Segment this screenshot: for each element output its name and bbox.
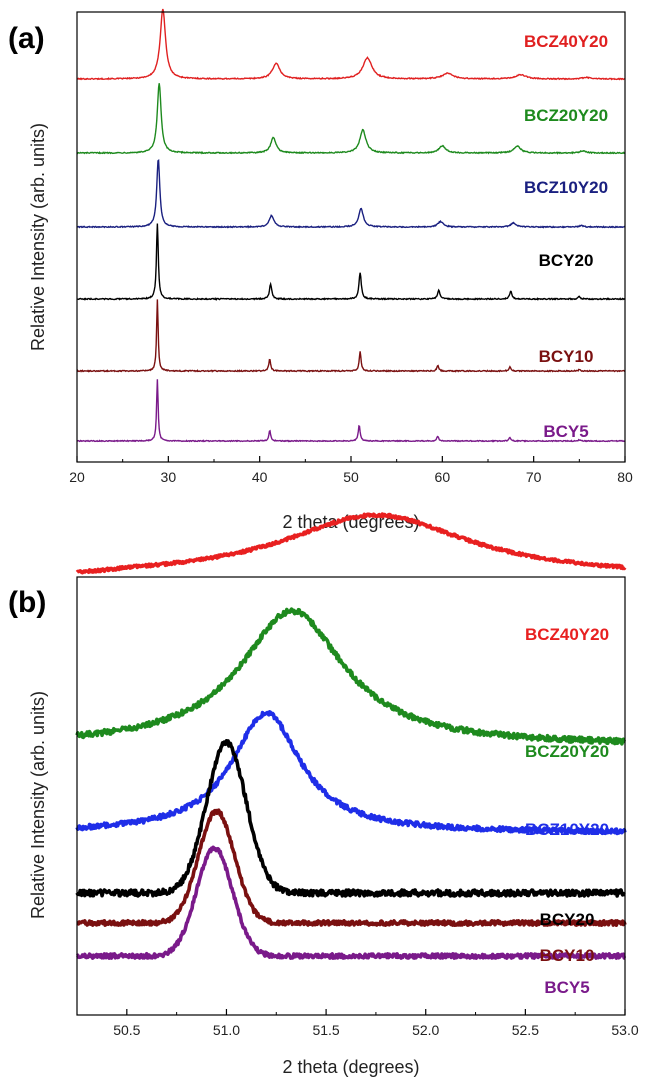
panel-a-xtick-label: 70 [526,469,542,485]
panel-b-series-bcz20y20 [75,607,627,746]
panel-b-xtick-label: 52.5 [512,1022,539,1038]
panel-a-label-bcy10: BCY10 [539,347,594,366]
panel-b-label-bcz10y20: BCZ10Y20 [525,820,609,839]
panel-b-xtick-label: 52.0 [412,1022,439,1038]
panel-b-label-bcz40y20: BCZ40Y20 [525,625,609,644]
panel-b-x-ticks: 50.5 51.0 51.5 52.0 52.5 53.0 [76,1009,639,1038]
panel-b-x-axis-title: 2 theta (degrees) [282,1057,419,1077]
panel-b-xtick-label: 50.5 [113,1022,140,1038]
panel-a-label-bcz10y20: BCZ10Y20 [524,178,608,197]
panel-a-xtick-label: 60 [435,469,451,485]
panel-b-label-bcy5: BCY5 [544,978,589,997]
panel-a-series-bcy10 [76,299,626,373]
panel-b-series-bcy5 [75,845,627,960]
panel-a-series-bcz40y20 [76,8,626,81]
panel-b-series-bcz40y20 [75,512,627,575]
panel-a-series-bcy20 [76,223,626,301]
panel-b-series-group [75,512,627,960]
panel-a-xtick-label: 20 [69,469,85,485]
panel-a-label-bcy20: BCY20 [539,251,594,270]
panel-a-xtick-label: 50 [343,469,359,485]
panel-b-letter: (b) [8,586,46,619]
panel-a-x-ticks: 20 30 40 50 60 70 80 [69,456,633,485]
panel-b-label-bcz20y20: BCZ20Y20 [525,742,609,761]
panel-a-letter: (a) [8,22,45,55]
panel-b-xtick-label: 51.0 [213,1022,240,1038]
panel-a-frame [76,11,626,463]
panel-b-label-bcy10: BCY10 [540,946,595,965]
panel-a-xtick-label: 80 [617,469,633,485]
panel-b-y-axis-title: Relative Intensity (arb. units) [28,691,48,919]
panel-b-series-labels: BCZ40Y20 BCZ20Y20 BCZ10Y20 BCY20 BCY10 BCY5 [525,625,609,997]
panel-b-series-bcy20 [75,739,627,898]
panel-b-frame [76,576,626,1016]
panel-b-label-bcy20: BCY20 [540,910,595,929]
panel-a-series-labels: BCZ40Y20 BCZ20Y20 BCZ10Y20 BCY20 BCY10 BCY5 [524,32,608,441]
panel-a-label-bcy5: BCY5 [543,422,588,441]
panel-a-series-group [76,8,626,443]
panel-b-xtick-label: 53.0 [611,1022,638,1038]
panel-a-chart: (a) Relative Intensity (arb. units) 2 th… [8,8,633,532]
panel-a-x-axis-title: 2 theta (degrees) [282,512,419,532]
panel-a-series-bcy5 [76,379,626,443]
panel-b-series-bcz10y20 [75,710,627,836]
panel-a-series-bcz10y20 [76,158,626,229]
panel-a-series-bcz20y20 [76,83,626,155]
panel-b-xtick-label: 51.5 [312,1022,339,1038]
panel-a-xtick-label: 30 [161,469,177,485]
panel-a-xtick-label: 40 [252,469,268,485]
panel-a-label-bcz20y20: BCZ20Y20 [524,106,608,125]
panel-b-chart: (b) Relative Intensity (arb. units) 2 th… [8,512,639,1077]
panel-a-y-axis-title: Relative Intensity (arb. units) [28,123,48,351]
panel-a-label-bcz40y20: BCZ40Y20 [524,32,608,51]
panel-b-series-bcy10 [75,808,627,928]
